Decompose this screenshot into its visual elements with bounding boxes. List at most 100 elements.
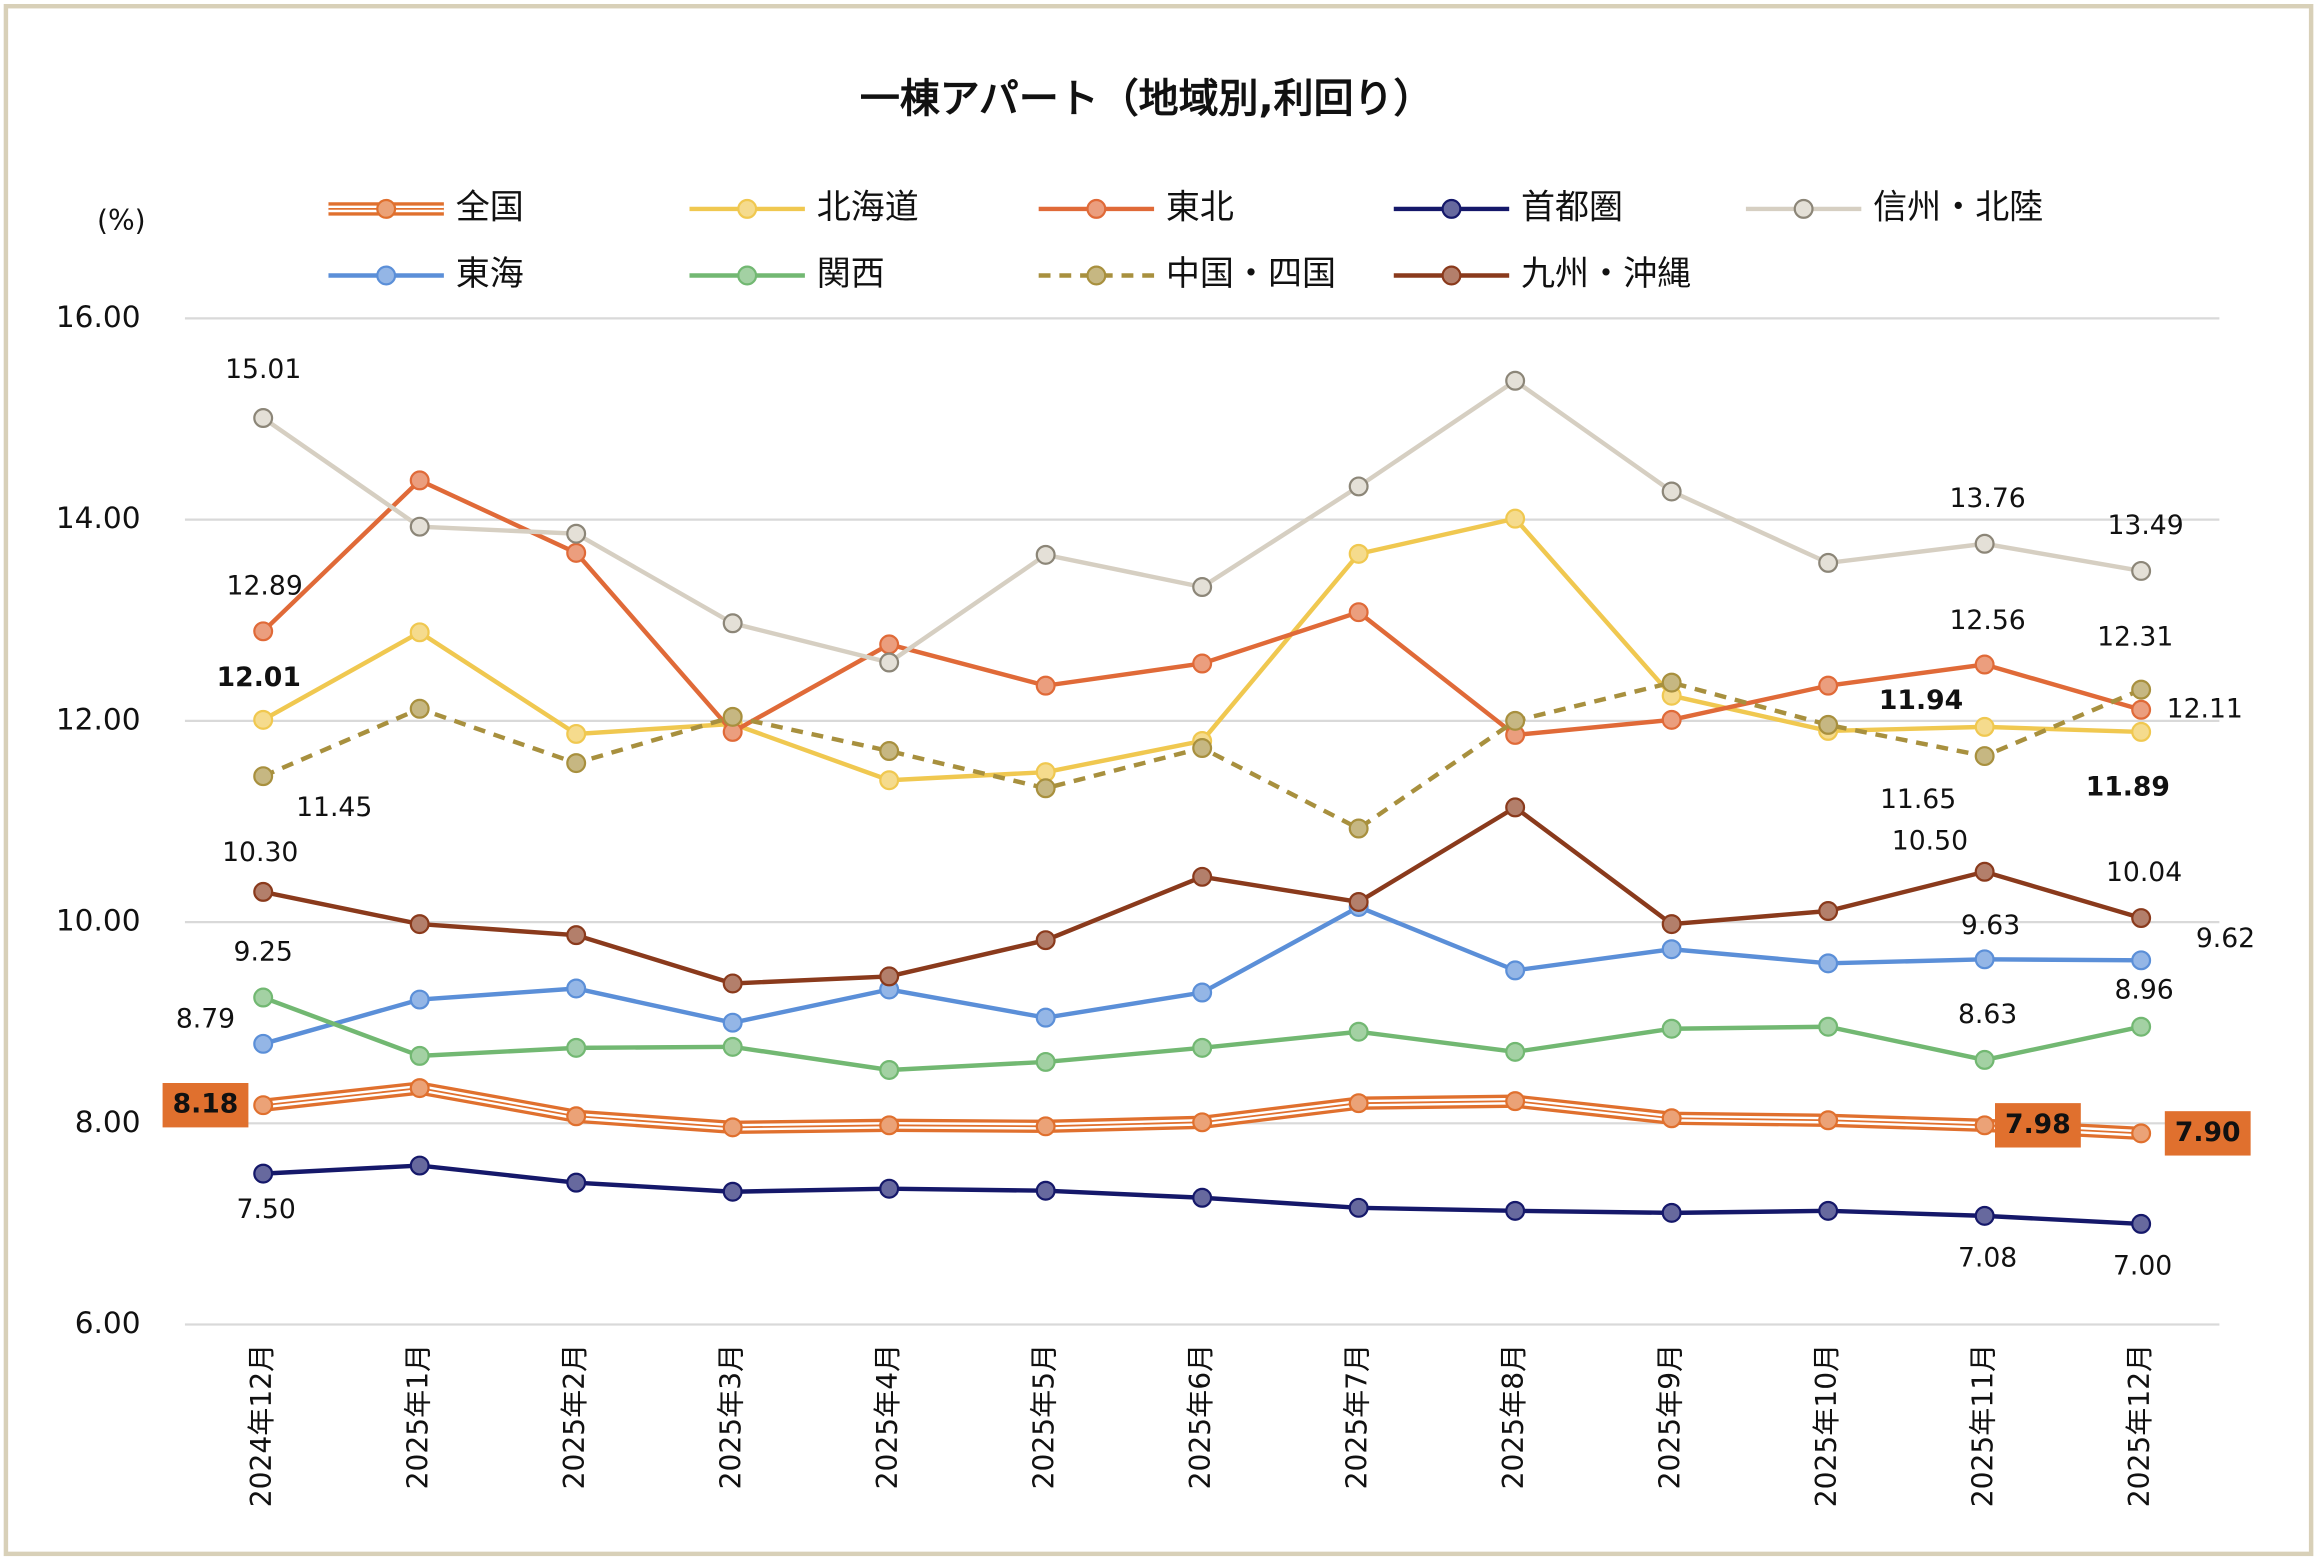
data-point	[409, 1045, 430, 1066]
data-point	[1192, 1187, 1213, 1208]
data-point	[1035, 778, 1056, 799]
data-point	[566, 723, 587, 744]
data-point	[253, 766, 274, 787]
data-point	[2131, 1213, 2152, 1234]
data-label: 8.96	[2114, 975, 2173, 1006]
x-tick-label: 2025年6月	[1184, 1344, 1217, 1490]
data-point	[1505, 710, 1526, 731]
x-tick-label: 2025年11月	[1967, 1344, 2000, 1508]
data-point	[1035, 544, 1056, 565]
legend-label: 九州・沖縄	[1521, 254, 1691, 294]
data-point	[1348, 543, 1369, 564]
data-point	[1818, 1110, 1839, 1131]
data-label: 12.01	[217, 662, 301, 693]
data-point	[1974, 533, 1995, 554]
data-point	[253, 1095, 274, 1116]
data-point	[1192, 866, 1213, 887]
data-point	[2131, 699, 2152, 720]
data-point	[1818, 675, 1839, 696]
legend-label: 東北	[1166, 187, 1234, 227]
data-label: 10.30	[222, 837, 298, 868]
data-point	[722, 1012, 743, 1033]
data-point	[253, 881, 274, 902]
data-point	[409, 470, 430, 491]
data-point	[1974, 949, 1995, 970]
data-point	[1661, 1202, 1682, 1223]
data-point	[879, 634, 900, 655]
data-point	[1661, 939, 1682, 960]
data-point	[1348, 602, 1369, 623]
legend-marker	[1086, 265, 1107, 286]
data-point	[879, 1178, 900, 1199]
data-label: 11.65	[1880, 784, 1956, 815]
data-point	[1348, 1197, 1369, 1218]
legend-label: 信州・北陸	[1873, 187, 2043, 227]
data-point	[253, 408, 274, 429]
data-point	[409, 989, 430, 1010]
data-label: 13.49	[2107, 510, 2183, 541]
data-point	[2131, 560, 2152, 581]
chart-title: 一棟アパート（地域別,利回り）	[860, 76, 1434, 122]
data-point	[722, 1117, 743, 1138]
data-point	[2131, 1123, 2152, 1144]
data-point	[1192, 1037, 1213, 1058]
data-point	[1035, 930, 1056, 951]
data-point	[1348, 1093, 1369, 1114]
data-label: 7.50	[237, 1194, 296, 1225]
data-point	[566, 978, 587, 999]
data-point	[1661, 1018, 1682, 1039]
data-label: 12.56	[1949, 605, 2025, 636]
data-point	[722, 613, 743, 634]
data-label: 8.79	[176, 1004, 235, 1035]
legend-marker	[1793, 198, 1814, 219]
data-point	[879, 652, 900, 673]
x-tick-label: 2025年4月	[871, 1344, 904, 1490]
legend-marker	[376, 198, 397, 219]
data-point	[253, 1163, 274, 1184]
x-tick-label: 2025年3月	[715, 1344, 748, 1490]
data-label: 8.18	[173, 1089, 239, 1120]
data-point	[409, 1155, 430, 1176]
data-label: 11.45	[296, 792, 372, 823]
legend-label: 関西	[817, 254, 885, 294]
data-point	[1192, 1112, 1213, 1133]
data-point	[566, 925, 587, 946]
data-point	[879, 1115, 900, 1136]
data-point	[2131, 721, 2152, 742]
legend-marker	[737, 265, 758, 286]
data-point	[1348, 1021, 1369, 1042]
legend-label: 東海	[456, 254, 524, 294]
data-point	[253, 709, 274, 730]
data-label: 10.04	[2106, 857, 2182, 888]
data-point	[566, 1106, 587, 1127]
data-point	[1192, 653, 1213, 674]
y-tick-label: 8.00	[75, 1105, 141, 1139]
data-point	[1505, 1041, 1526, 1062]
y-tick-label: 12.00	[56, 702, 141, 736]
data-point	[1505, 960, 1526, 981]
data-point	[566, 523, 587, 544]
data-point	[1661, 914, 1682, 935]
data-point	[409, 1078, 430, 1099]
data-point	[1974, 1205, 1995, 1226]
data-point	[879, 741, 900, 762]
x-tick-label: 2025年10月	[1810, 1344, 1843, 1508]
data-label: 12.11	[2167, 693, 2243, 724]
data-point	[1505, 1091, 1526, 1112]
data-point	[1348, 891, 1369, 912]
data-point	[1035, 1180, 1056, 1201]
data-point	[1661, 709, 1682, 730]
legend-label: 北海道	[817, 187, 919, 227]
data-label: 12.31	[2097, 621, 2173, 652]
x-tick-label: 2025年8月	[1497, 1344, 1530, 1490]
y-tick-label: 16.00	[56, 300, 141, 334]
data-label: 7.90	[2175, 1117, 2241, 1148]
data-point	[1818, 1016, 1839, 1037]
data-point	[1818, 714, 1839, 735]
data-point	[253, 621, 274, 642]
data-point	[409, 622, 430, 643]
data-point	[1974, 654, 1995, 675]
x-tick-label: 2025年5月	[1028, 1344, 1061, 1490]
data-point	[1974, 861, 1995, 882]
data-point	[1974, 1115, 1995, 1136]
